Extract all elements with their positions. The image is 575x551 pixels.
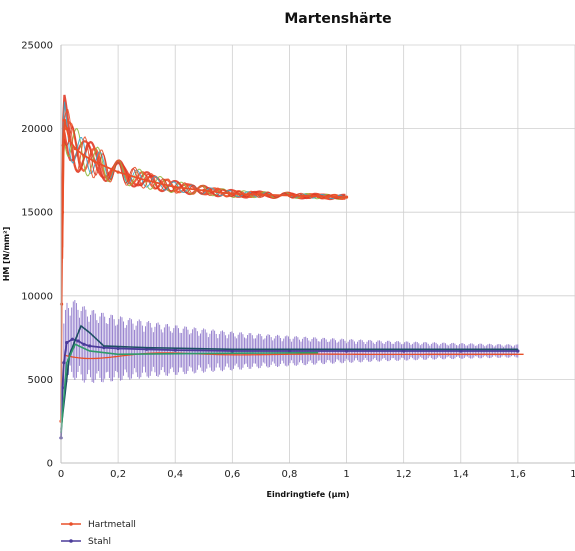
data-point-stahl — [76, 339, 80, 343]
legend-label-hartmetall: Hartmetall — [88, 520, 136, 530]
data-point-hartmetall — [67, 138, 72, 142]
y-tick-label: 10000 — [21, 291, 53, 302]
x-tick-label: 0,2 — [110, 469, 126, 480]
series-line-hartmetall — [60, 120, 347, 422]
x-tick-label: 0,6 — [224, 469, 240, 480]
data-point-stahl — [82, 342, 86, 346]
stahl-accent-line — [60, 324, 518, 430]
data-point-stahl — [60, 386, 65, 390]
y-tick-label: 20000 — [21, 124, 53, 135]
x-tick-label: 0,8 — [281, 469, 297, 480]
data-point-hartmetall — [287, 193, 292, 198]
data-point-hartmetall — [116, 170, 120, 174]
data-point-hartmetall — [259, 193, 263, 197]
x-tick-label: 1,6 — [510, 469, 526, 480]
stahl-accent-line — [60, 343, 319, 433]
grid — [60, 44, 575, 464]
data-point-stahl — [116, 346, 120, 351]
x-tick-label: 1,4 — [453, 469, 469, 480]
x-tick-label: 0 — [58, 469, 64, 480]
series-lines — [59, 94, 524, 440]
y-tick-label: 0 — [47, 459, 53, 470]
data-point-hartmetall — [316, 194, 320, 198]
data-point-stahl — [173, 348, 177, 352]
data-point-hartmetall — [82, 153, 86, 157]
legend-label-stahl: Stahl — [88, 537, 111, 547]
data-point-hartmetall — [230, 192, 234, 196]
x-tick-label: 1, — [570, 469, 575, 480]
legend-marker-hartmetall — [69, 522, 73, 526]
x-tick-label: 0,4 — [167, 469, 183, 480]
data-point-stahl — [145, 347, 149, 351]
data-point-stahl — [344, 349, 349, 353]
hartmetall-band-line — [61, 125, 346, 247]
data-point-stahl — [62, 361, 66, 365]
x-tick-label: 1 — [343, 469, 349, 480]
data-point-hartmetall — [145, 178, 149, 183]
x-tick-label: 1,2 — [396, 469, 412, 480]
data-point-stahl — [230, 349, 234, 353]
y-tick-label: 15000 — [21, 208, 53, 219]
x-axis-title: Eindringtiefe (µm) — [267, 490, 350, 499]
axes: 0 5000 10000 15000 20000 25000 0 0,2 0,4 0,6 0,8 1 1… — [21, 41, 575, 480]
y-axis-title: HM [N/mm²] — [2, 227, 11, 282]
data-point-hartmetall — [62, 118, 67, 122]
legend-item-hartmetall: Hartmetall — [61, 520, 136, 530]
hartmetall-band-line — [61, 108, 346, 263]
data-point-hartmetall — [173, 185, 177, 189]
data-point-stahl — [65, 341, 69, 345]
data-point-hartmetall — [93, 160, 97, 164]
y-tick-label: 5000 — [28, 375, 53, 386]
data-point-hartmetall — [344, 195, 349, 199]
legend-item-stahl: Stahl — [61, 537, 111, 547]
data-point-hartmetall — [59, 302, 64, 306]
legend: Hartmetall Stahl — [61, 520, 136, 547]
chart-title: Martenshärte — [284, 11, 391, 27]
legend-marker-stahl — [69, 539, 73, 543]
data-point-hartmetall — [73, 147, 77, 151]
data-point-hartmetall — [65, 127, 69, 131]
data-point-hartmetall — [202, 188, 206, 193]
data-point-stahl — [459, 349, 463, 353]
data-point-stahl — [402, 349, 406, 353]
data-point-stahl — [516, 349, 520, 353]
data-point-stahl — [70, 337, 75, 341]
y-tick-label: 25000 — [21, 41, 53, 52]
series-line-stahl — [60, 338, 518, 438]
data-point-stahl — [102, 346, 106, 350]
data-point-hartmetall — [61, 143, 65, 147]
data-point-stahl — [287, 349, 292, 353]
data-point-hartmetall — [60, 210, 65, 214]
data-point-stahl — [87, 344, 92, 348]
